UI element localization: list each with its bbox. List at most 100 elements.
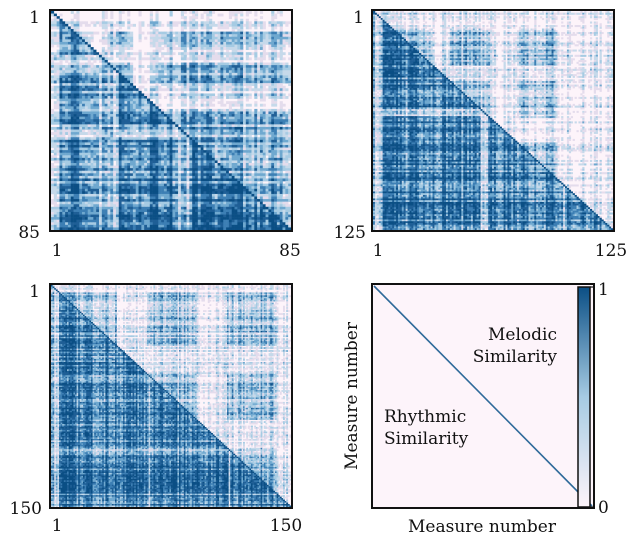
heatmap-cell bbox=[107, 150, 110, 153]
heatmap-cell bbox=[107, 75, 110, 78]
heatmap-cell bbox=[175, 65, 178, 68]
heatmap-cell bbox=[192, 111, 195, 114]
heatmap-cell bbox=[107, 34, 110, 37]
heatmap-cell bbox=[237, 52, 240, 55]
heatmap-cell bbox=[136, 91, 139, 94]
heatmap-cell bbox=[124, 130, 127, 133]
heatmap-cell bbox=[263, 68, 266, 71]
heatmap-cell bbox=[277, 137, 280, 140]
heatmap-cell bbox=[218, 130, 221, 133]
heatmap-cell bbox=[102, 109, 105, 112]
heatmap-cell bbox=[172, 124, 175, 127]
heatmap-cell bbox=[218, 34, 221, 37]
heatmap-cell bbox=[203, 127, 206, 130]
heatmap-cell bbox=[232, 63, 235, 66]
heatmap-cell bbox=[260, 132, 263, 135]
heatmap-cell bbox=[105, 83, 108, 86]
heatmap-cell bbox=[203, 60, 206, 63]
heatmap-cell bbox=[158, 140, 161, 143]
heatmap-cell bbox=[110, 24, 113, 27]
heatmap-cell bbox=[158, 57, 161, 60]
heatmap-cell bbox=[74, 130, 77, 133]
heatmap-cell bbox=[59, 122, 62, 125]
heatmap-cell bbox=[280, 52, 283, 55]
heatmap-cell bbox=[288, 65, 291, 68]
heatmap-cell bbox=[74, 96, 77, 99]
heatmap-cell bbox=[82, 119, 85, 122]
heatmap-cell bbox=[88, 70, 91, 73]
heatmap-cell bbox=[192, 24, 195, 27]
heatmap-cell bbox=[155, 111, 158, 114]
heatmap-cell bbox=[54, 148, 57, 151]
heatmap-cell bbox=[127, 142, 130, 145]
heatmap-cell bbox=[91, 55, 94, 58]
heatmap-cell bbox=[139, 130, 142, 133]
heatmap-cell bbox=[127, 99, 130, 102]
heatmap-cell bbox=[133, 52, 136, 55]
heatmap-cell bbox=[93, 127, 96, 130]
heatmap-cell bbox=[251, 132, 254, 135]
heatmap-cell bbox=[96, 122, 99, 125]
heatmap-cell bbox=[271, 142, 274, 145]
heatmap-cell bbox=[220, 122, 223, 125]
heatmap-cell bbox=[237, 111, 240, 114]
heatmap-cell bbox=[220, 55, 223, 58]
heatmap-cell bbox=[237, 55, 240, 58]
heatmap-cell bbox=[246, 132, 249, 135]
heatmap-cell bbox=[65, 106, 68, 109]
heatmap-cell bbox=[122, 34, 125, 37]
heatmap-cell bbox=[172, 111, 175, 114]
heatmap-cell bbox=[124, 104, 127, 107]
heatmap-cell bbox=[99, 57, 102, 60]
heatmap-cell bbox=[209, 65, 212, 68]
heatmap-cell bbox=[150, 91, 153, 94]
heatmap-cell bbox=[71, 111, 74, 114]
heatmap-cell bbox=[220, 140, 223, 143]
heatmap-cell bbox=[187, 88, 190, 91]
heatmap-cell bbox=[65, 81, 68, 84]
heatmap-cell bbox=[139, 111, 142, 114]
heatmap-cell bbox=[85, 91, 88, 94]
heatmap-cell bbox=[82, 42, 85, 45]
heatmap-cell bbox=[198, 24, 201, 27]
heatmap-cell bbox=[153, 135, 156, 138]
heatmap-cell bbox=[246, 137, 249, 140]
heatmap-cell bbox=[212, 111, 215, 114]
heatmap-cell bbox=[161, 55, 164, 58]
heatmap-cell bbox=[285, 122, 288, 125]
heatmap-cell bbox=[51, 42, 54, 45]
heatmap-cell bbox=[260, 39, 263, 42]
heatmap-cell bbox=[150, 37, 153, 40]
heatmap-cell bbox=[195, 109, 198, 112]
heatmap-cell bbox=[170, 75, 173, 78]
heatmap-cell bbox=[232, 122, 235, 125]
heatmap-cell bbox=[280, 29, 283, 32]
heatmap-cell bbox=[229, 145, 232, 148]
heatmap-cell bbox=[215, 78, 218, 81]
heatmap-cell bbox=[59, 75, 62, 78]
heatmap-cell bbox=[88, 83, 91, 86]
heatmap-cell bbox=[260, 91, 263, 94]
heatmap-cell bbox=[201, 14, 204, 17]
heatmap-cell bbox=[85, 88, 88, 91]
heatmap-cell bbox=[133, 140, 136, 143]
heatmap-cell bbox=[105, 99, 108, 102]
heatmap-cell bbox=[155, 70, 158, 73]
heatmap-cell bbox=[240, 99, 243, 102]
heatmap-cell bbox=[141, 57, 144, 60]
heatmap-cell bbox=[226, 109, 229, 112]
heatmap-cell bbox=[212, 150, 215, 153]
heatmap-cell bbox=[82, 117, 85, 120]
heatmap-cell bbox=[130, 150, 133, 153]
heatmap-cell bbox=[155, 42, 158, 45]
heatmap-cell bbox=[209, 109, 212, 112]
heatmap-cell bbox=[285, 140, 288, 143]
heatmap-cell bbox=[268, 65, 271, 68]
heatmap-cell bbox=[170, 32, 173, 35]
heatmap-cell bbox=[150, 145, 153, 148]
heatmap-cell bbox=[164, 44, 167, 47]
heatmap-cell bbox=[209, 104, 212, 107]
heatmap-cell bbox=[280, 119, 283, 122]
heatmap-cell bbox=[271, 14, 274, 17]
heatmap-cell bbox=[178, 37, 181, 40]
